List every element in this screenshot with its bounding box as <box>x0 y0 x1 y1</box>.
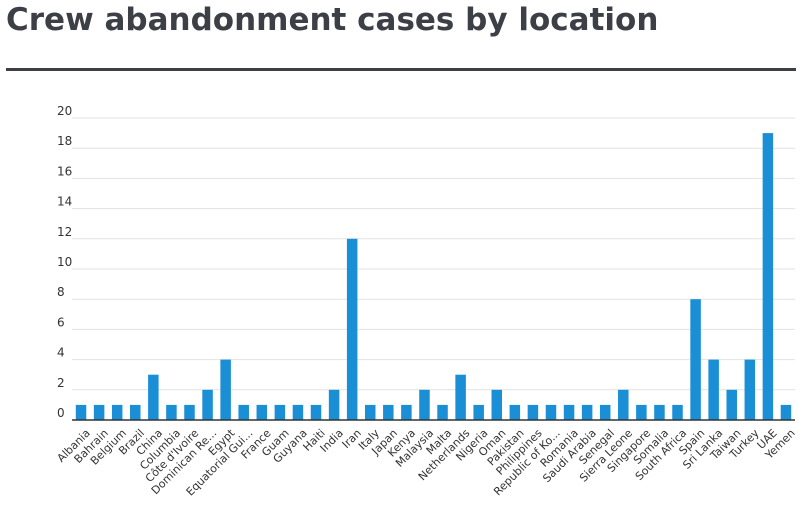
bar <box>726 389 737 420</box>
y-tick-label: 4 <box>57 346 65 360</box>
bar <box>563 404 575 420</box>
bar <box>130 404 141 420</box>
bar <box>401 404 412 420</box>
y-tick-label: 12 <box>57 225 72 239</box>
y-tick-label: 6 <box>57 315 65 329</box>
y-tick-label: 16 <box>57 164 72 178</box>
bar <box>527 404 539 420</box>
bars <box>75 133 792 420</box>
y-tick-label: 20 <box>57 104 72 118</box>
y-axis-ticks: 0 2 4 6 8 10 12 14 16 18 20 <box>57 104 72 420</box>
bar <box>762 133 774 420</box>
bar <box>346 238 358 420</box>
title-divider <box>6 68 796 71</box>
bar <box>636 404 647 420</box>
y-tick-label: 18 <box>57 134 72 148</box>
bar <box>364 404 376 420</box>
x-axis-ticks: AlbaniaBahrainBelgiumBrazilChinaColumbia… <box>55 426 798 498</box>
bar <box>708 359 719 420</box>
gridlines <box>72 117 795 391</box>
chart-title: Crew abandonment cases by location <box>6 2 659 38</box>
bar <box>581 404 593 420</box>
bar <box>599 404 611 420</box>
y-tick-label: 2 <box>57 376 65 390</box>
y-tick-label: 0 <box>57 406 65 420</box>
bar <box>256 404 268 420</box>
bar <box>148 374 159 420</box>
bar <box>437 404 448 420</box>
bar <box>75 404 87 420</box>
bar <box>654 404 665 420</box>
bar <box>744 359 756 420</box>
bar <box>328 389 340 420</box>
bar <box>184 404 195 420</box>
bar <box>202 389 213 420</box>
bar <box>220 359 231 420</box>
bar <box>780 404 792 420</box>
bar <box>690 299 701 420</box>
bar <box>274 404 286 420</box>
bar <box>509 404 521 420</box>
bar <box>310 404 322 420</box>
y-tick-label: 10 <box>57 255 72 269</box>
bar <box>473 404 484 420</box>
bar <box>238 404 249 420</box>
y-tick-label: 8 <box>57 285 65 299</box>
bar <box>491 389 503 420</box>
bar <box>383 404 394 420</box>
bar <box>545 404 557 420</box>
bar <box>292 404 304 420</box>
bar <box>93 404 105 420</box>
bar <box>111 404 123 420</box>
bar <box>455 374 466 420</box>
bar <box>672 404 683 420</box>
bar <box>166 404 177 420</box>
bar <box>419 389 430 420</box>
y-tick-label: 14 <box>57 195 72 209</box>
bar <box>618 389 629 420</box>
